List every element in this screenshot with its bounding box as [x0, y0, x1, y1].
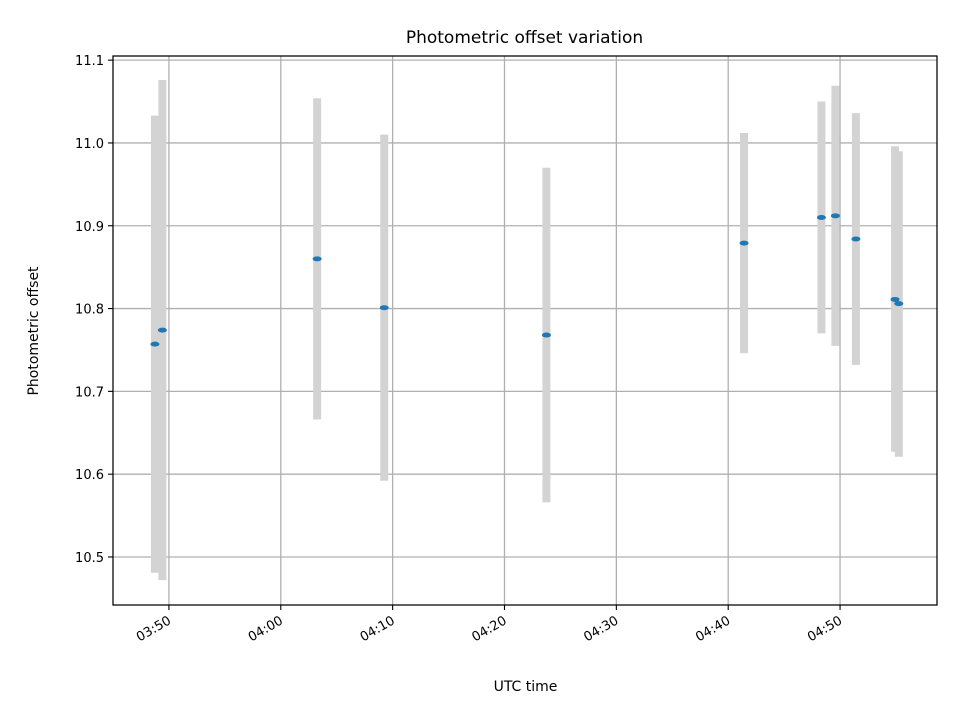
grid: [113, 56, 937, 605]
data-point: [379, 305, 389, 311]
y-tick-label: 10.6: [75, 468, 104, 483]
data-point: [312, 256, 322, 262]
data-point: [541, 332, 551, 338]
data-point: [890, 296, 900, 302]
y-tick-label: 11.1: [75, 54, 104, 69]
data-points: [150, 213, 904, 347]
data-point: [851, 236, 861, 242]
y-tick-label: 10.7: [75, 385, 104, 400]
y-tick-label: 10.9: [75, 220, 104, 235]
chart-title: Photometric offset variation: [406, 28, 643, 48]
y-tick-label: 11.0: [75, 137, 104, 152]
y-tick-label: 10.8: [75, 303, 104, 318]
data-point: [739, 240, 749, 246]
data-point: [157, 327, 167, 333]
y-tick-label: 10.5: [75, 551, 104, 566]
data-point: [150, 341, 160, 347]
plot-frame: [112, 55, 938, 606]
data-point: [816, 214, 826, 220]
data-point: [894, 301, 904, 307]
y-axis-title: Photometric offset: [26, 266, 42, 396]
data-point: [830, 213, 840, 219]
x-axis-title: UTC time: [494, 679, 558, 695]
